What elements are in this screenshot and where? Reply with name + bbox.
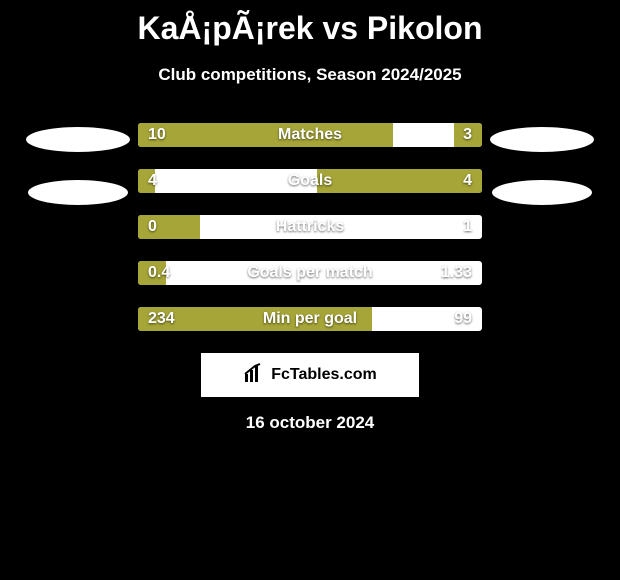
- stat-row: 4 Goals 4: [138, 169, 482, 193]
- player-oval-2: [28, 180, 128, 205]
- brand-chart-icon: [243, 362, 265, 389]
- stat-left-value: 234: [148, 310, 175, 328]
- player-oval-4: [492, 180, 592, 205]
- left-player-col: [18, 123, 138, 205]
- stat-right-value: 1.33: [441, 264, 472, 282]
- brand-text: FcTables.com: [271, 366, 377, 384]
- stat-right-value: 1: [463, 218, 472, 236]
- stat-left-value: 0.4: [148, 264, 170, 282]
- stat-right-value: 99: [454, 310, 472, 328]
- stat-row: 10 Matches 3: [138, 123, 482, 147]
- stat-label: Hattricks: [276, 218, 344, 236]
- comparison-card: KaÅ¡pÃ¡rek vs Pikolon Club competitions,…: [0, 0, 620, 433]
- stat-label: Goals: [288, 172, 332, 190]
- stat-label: Min per goal: [263, 310, 357, 328]
- subtitle: Club competitions, Season 2024/2025: [158, 65, 461, 85]
- stat-left-value: 10: [148, 126, 166, 144]
- stat-left-value: 0: [148, 218, 157, 236]
- stat-row: 0 Hattricks 1: [138, 215, 482, 239]
- player-oval-1: [26, 127, 130, 152]
- stat-row: 0.4 Goals per match 1.33: [138, 261, 482, 285]
- stat-label: Matches: [278, 126, 342, 144]
- stat-left-value: 4: [148, 172, 157, 190]
- stat-bar-right: [317, 169, 482, 193]
- stat-row: 234 Min per goal 99: [138, 307, 482, 331]
- stats-zone: 10 Matches 3 4 Goals 4 0 Hattricks 1 0.4 Goals per…: [0, 123, 620, 331]
- right-player-col: [482, 123, 602, 205]
- stat-label: Goals per match: [247, 264, 372, 282]
- stat-bar-left: [138, 123, 393, 147]
- stat-bars: 10 Matches 3 4 Goals 4 0 Hattricks 1 0.4 Goals per…: [138, 123, 482, 331]
- stat-right-value: 4: [463, 172, 472, 190]
- date: 16 october 2024: [246, 413, 375, 433]
- page-title: KaÅ¡pÃ¡rek vs Pikolon: [138, 10, 483, 47]
- player-oval-3: [490, 127, 594, 152]
- brand-box[interactable]: FcTables.com: [201, 353, 419, 397]
- stat-right-value: 3: [463, 126, 472, 144]
